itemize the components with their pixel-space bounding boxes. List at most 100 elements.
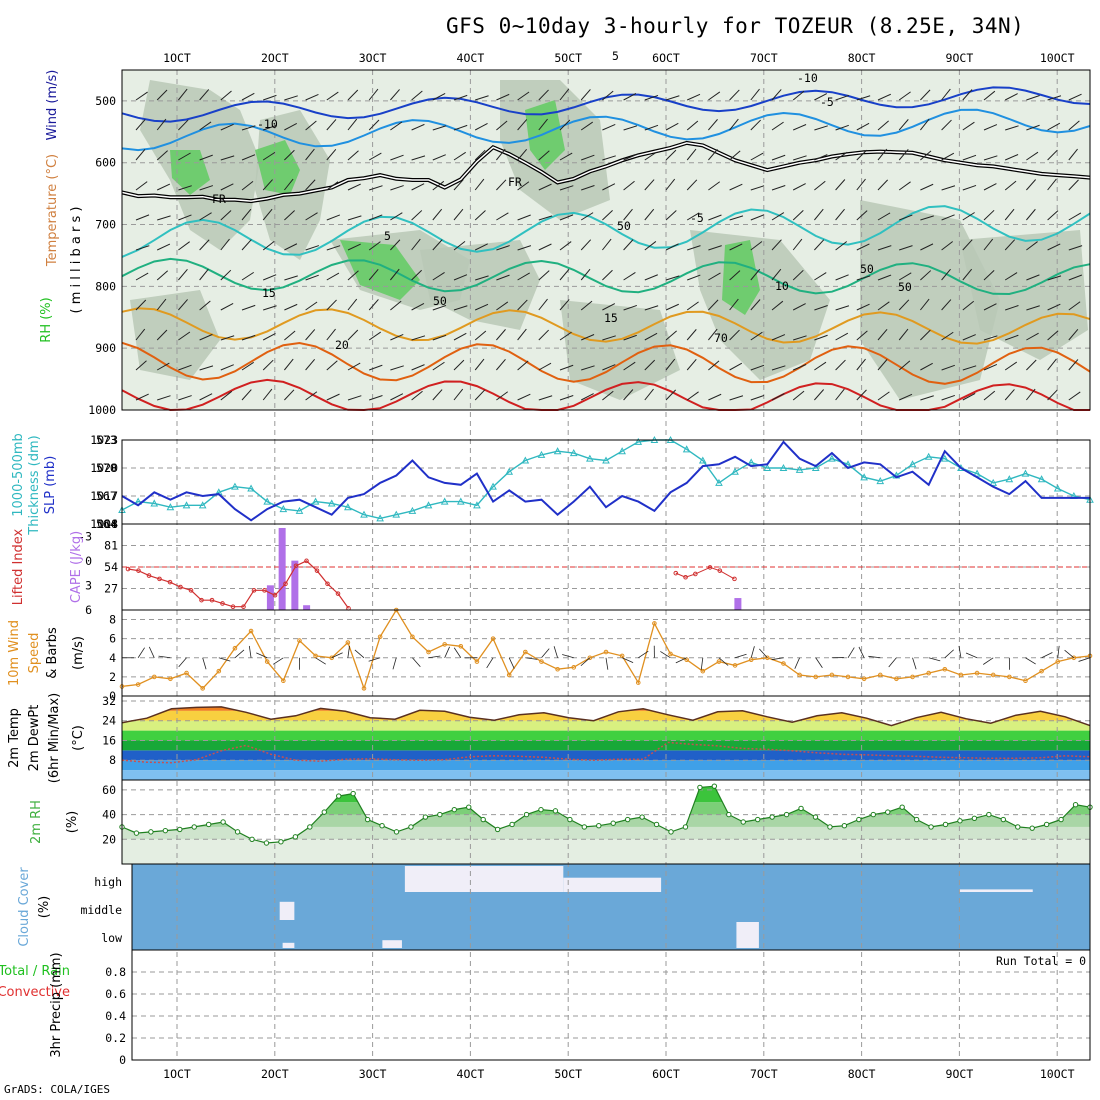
wind-barb xyxy=(623,272,636,281)
temp-band xyxy=(122,740,1090,751)
wind-barb xyxy=(835,124,849,131)
wind-barb xyxy=(284,275,298,281)
wind-barb xyxy=(156,243,171,251)
wind-barb xyxy=(1026,332,1039,341)
wind-barb xyxy=(856,122,870,131)
wind-barb xyxy=(517,181,530,191)
thickness-marker xyxy=(586,454,594,462)
wind-barb xyxy=(962,154,977,161)
cloud-background xyxy=(132,864,1090,950)
wind-barb xyxy=(920,183,934,191)
rh2m-marker xyxy=(336,793,342,799)
wind-barb xyxy=(835,359,846,371)
wind-barb xyxy=(920,395,934,401)
wind-speed-marker xyxy=(587,655,593,661)
wind-barb xyxy=(644,208,655,221)
wind-barb xyxy=(962,334,976,341)
wind-barb xyxy=(559,185,574,191)
cloud-high-segment xyxy=(563,877,662,892)
wind-barb xyxy=(474,122,488,131)
thickness-marker xyxy=(924,452,933,460)
wind-barb xyxy=(220,390,233,401)
slp-line xyxy=(121,440,1090,522)
rh2m-marker xyxy=(480,816,486,823)
wind-barb xyxy=(156,270,169,281)
lifted-index-marker xyxy=(717,568,723,573)
wind-barb xyxy=(771,89,782,101)
wind-barb xyxy=(538,183,552,191)
wind-barb xyxy=(178,241,190,251)
wind-barb xyxy=(962,89,973,101)
rh2m-marker xyxy=(942,821,949,828)
wind-barb xyxy=(453,274,468,281)
thickness-marker xyxy=(763,463,772,471)
wind-barb-10m xyxy=(983,657,994,665)
wind-speed-marker xyxy=(410,634,415,640)
temp-tick: 32 xyxy=(102,694,116,708)
wind-speed-marker xyxy=(797,672,802,678)
rh2m-tick: 60 xyxy=(102,783,116,797)
wind-barb xyxy=(814,154,828,161)
x-tick-label-top: 8OCT xyxy=(848,51,876,65)
wind-barb xyxy=(1047,95,1062,101)
wind-barb xyxy=(305,179,316,191)
wind-barb xyxy=(792,390,805,401)
wind-speed-marker xyxy=(716,659,722,664)
rh2m-marker xyxy=(364,816,371,823)
wind-barb xyxy=(1068,120,1080,131)
cape-label: CAPE (J/kg) xyxy=(69,531,84,603)
wind-barb xyxy=(474,243,488,251)
wind-barb xyxy=(178,331,191,341)
thickness-marker xyxy=(456,497,465,505)
wind-barb xyxy=(771,334,786,341)
lifted-index-marker xyxy=(262,588,267,593)
slp-tick: 1017 xyxy=(90,489,118,503)
wind-barb xyxy=(877,179,889,191)
contour-label: -5 xyxy=(690,211,704,225)
wind-barb xyxy=(284,330,296,341)
lifted-index-segment xyxy=(695,566,711,575)
li-tick: 6 xyxy=(85,603,92,617)
wind-barb xyxy=(305,274,319,281)
isotherm-line xyxy=(121,307,1091,345)
wind-barb xyxy=(920,329,931,341)
rh-gray-region xyxy=(960,230,1088,360)
wind-barb xyxy=(623,125,638,131)
wind-barb xyxy=(453,388,464,401)
wind-barb xyxy=(199,365,214,371)
wind-barb xyxy=(771,212,785,221)
wind-barb xyxy=(771,268,782,281)
x-tick-label-top: 7OCT xyxy=(750,51,778,65)
cloud-high-segment xyxy=(404,866,564,892)
wind-barb-10m xyxy=(202,657,207,670)
wind-barb xyxy=(580,212,594,221)
contour-label: FR xyxy=(212,192,226,206)
wind-barb xyxy=(686,120,699,131)
wind-tick: 2 xyxy=(109,670,116,684)
wind-barb xyxy=(135,272,149,281)
wind-speed-marker xyxy=(571,665,577,670)
rh2m-marker xyxy=(624,816,631,823)
wind-barb-10m xyxy=(965,652,978,659)
thickness-marker xyxy=(408,506,417,514)
wind-barb xyxy=(241,389,252,401)
lifted-index-marker xyxy=(683,574,688,580)
wind-barb xyxy=(135,91,148,101)
rh2m-marker xyxy=(278,839,284,845)
rh-green-region xyxy=(340,240,420,300)
wind-barb xyxy=(1047,243,1061,251)
wind-barb xyxy=(347,395,362,401)
wind-barb xyxy=(1068,179,1079,191)
wind-barb xyxy=(644,388,654,401)
wind-speed-marker xyxy=(813,674,819,680)
rh2m-marker xyxy=(957,818,963,824)
x-tick-label-top: 5OCT xyxy=(554,51,582,65)
lifted-index-marker xyxy=(314,568,320,573)
wind-speed-marker xyxy=(894,676,899,682)
wind-barb xyxy=(771,185,786,191)
wind-barb xyxy=(347,298,358,311)
wind-barb xyxy=(284,178,294,191)
wind-speed-marker xyxy=(297,638,302,643)
isotherm-line xyxy=(121,205,1091,258)
wind-barb xyxy=(284,358,294,371)
